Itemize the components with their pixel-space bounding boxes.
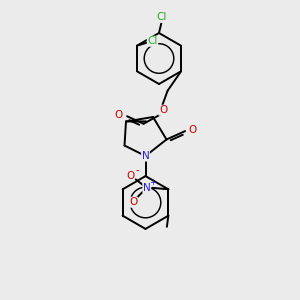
Text: O: O bbox=[126, 171, 134, 181]
Text: O: O bbox=[115, 110, 123, 120]
Text: +: + bbox=[149, 178, 156, 187]
Text: N: N bbox=[143, 183, 151, 193]
Text: O: O bbox=[129, 197, 137, 207]
Text: Cl: Cl bbox=[147, 36, 158, 46]
Text: Cl: Cl bbox=[156, 12, 167, 22]
Text: O: O bbox=[188, 124, 197, 135]
Text: N: N bbox=[142, 151, 149, 161]
Text: O: O bbox=[159, 105, 167, 115]
Text: -: - bbox=[135, 165, 139, 175]
